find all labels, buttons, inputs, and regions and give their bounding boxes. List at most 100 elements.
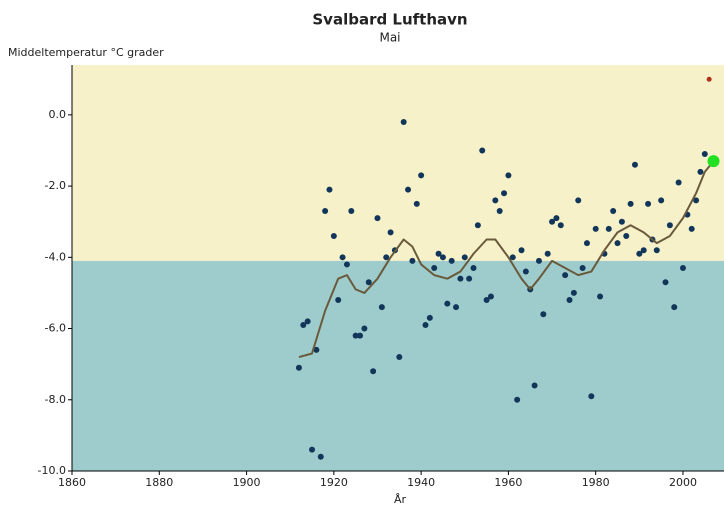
x-tick-label: 1860	[58, 476, 86, 489]
point	[322, 208, 329, 215]
y-tick-label: 0.0	[49, 108, 67, 121]
point	[653, 247, 660, 254]
point	[588, 393, 595, 400]
point	[444, 300, 451, 307]
point	[505, 172, 512, 179]
point	[413, 200, 420, 207]
point	[496, 208, 503, 215]
x-tick-label: 1880	[145, 476, 173, 489]
point	[544, 250, 551, 257]
point	[636, 250, 643, 257]
y-tick-label: -2.0	[45, 179, 66, 192]
point	[483, 297, 490, 304]
point	[492, 197, 499, 204]
chart-title: Svalbard Lufthavn	[312, 11, 467, 29]
band-lower	[72, 260, 724, 471]
x-tick-label: 1980	[582, 476, 610, 489]
point	[688, 225, 695, 232]
point	[570, 289, 577, 296]
point	[535, 257, 542, 264]
x-tick-label: 1940	[407, 476, 435, 489]
point	[575, 197, 582, 204]
point	[448, 257, 455, 264]
point	[671, 304, 678, 311]
point	[675, 179, 682, 186]
point	[697, 168, 704, 175]
point	[597, 293, 604, 300]
point	[679, 265, 686, 271]
point	[583, 240, 590, 247]
point	[701, 151, 708, 158]
point	[409, 257, 416, 264]
point	[666, 222, 673, 229]
point	[317, 453, 324, 460]
point	[343, 261, 350, 268]
y-tick-label: -4.0	[45, 250, 66, 263]
point	[326, 186, 333, 193]
x-tick-label: 1900	[233, 476, 261, 489]
point	[313, 346, 320, 353]
point	[405, 186, 412, 193]
point	[400, 118, 407, 125]
point	[309, 446, 316, 453]
point	[610, 208, 617, 215]
point	[466, 275, 473, 282]
point	[295, 364, 302, 371]
point	[562, 272, 569, 279]
point	[487, 293, 494, 300]
chart-subtitle: Mai	[379, 31, 400, 45]
point	[474, 222, 481, 229]
point	[453, 304, 460, 311]
point	[461, 254, 468, 261]
point	[631, 161, 638, 168]
point	[707, 155, 720, 168]
point	[518, 247, 525, 254]
point	[531, 382, 538, 389]
point	[579, 265, 586, 271]
x-tick-label: 2000	[669, 476, 697, 489]
point	[435, 250, 442, 257]
point	[374, 215, 381, 222]
band-upper	[72, 65, 724, 261]
y-tick-label: -10.0	[38, 464, 66, 477]
point	[627, 200, 634, 207]
point	[592, 225, 599, 232]
point	[361, 325, 368, 332]
point	[470, 265, 477, 271]
point	[645, 200, 652, 207]
point	[335, 297, 342, 304]
point	[330, 232, 337, 239]
point	[357, 332, 364, 339]
point	[618, 218, 625, 225]
point	[365, 279, 372, 286]
x-tick-label: 1920	[320, 476, 348, 489]
point	[426, 314, 433, 321]
point	[514, 396, 521, 403]
point	[658, 197, 665, 204]
point	[396, 354, 403, 361]
y-axis-label: Middeltemperatur °C grader	[8, 46, 164, 59]
point	[553, 215, 560, 222]
point	[605, 225, 612, 232]
point	[566, 297, 573, 304]
point	[370, 368, 377, 375]
point	[431, 265, 438, 271]
point	[418, 172, 425, 179]
point	[304, 318, 311, 325]
point	[614, 240, 621, 247]
point	[693, 197, 700, 204]
point	[378, 304, 385, 311]
point	[352, 332, 359, 339]
point	[706, 76, 712, 82]
x-tick-label: 1960	[494, 476, 522, 489]
point	[549, 218, 556, 225]
y-tick-label: -8.0	[45, 393, 66, 406]
point	[422, 321, 429, 328]
point	[383, 254, 390, 261]
point	[640, 247, 647, 254]
smooth-line	[298, 160, 715, 359]
point	[623, 232, 630, 239]
point	[339, 254, 346, 261]
point	[540, 311, 547, 318]
